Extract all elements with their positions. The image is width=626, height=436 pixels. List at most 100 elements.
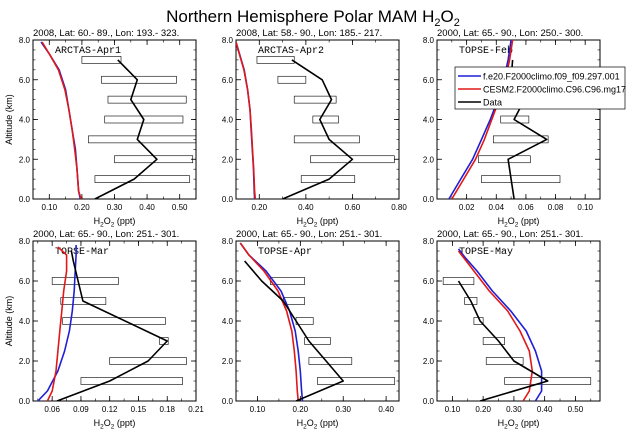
range-box bbox=[60, 297, 107, 305]
panel-label: TOPSE-Feb bbox=[459, 45, 513, 57]
panel-label: TOPSE-Apr bbox=[258, 247, 312, 258]
y-tick-label: 2.0 bbox=[423, 357, 435, 366]
plot-frame bbox=[32, 39, 197, 200]
panel-label: ARCTAS-Apr1 bbox=[55, 46, 121, 57]
x-tick-label: 0.10 bbox=[42, 203, 58, 212]
y-tick-label: 4.0 bbox=[423, 317, 435, 326]
y-tick-label: 4.0 bbox=[222, 116, 234, 125]
legend-entry-label: Data bbox=[483, 98, 502, 108]
y-tick-label: 8.0 bbox=[423, 237, 435, 246]
x-tick-label: 0.18 bbox=[159, 405, 175, 414]
series-line-1 bbox=[457, 248, 543, 401]
figure-title-sub2: 2 bbox=[454, 17, 460, 29]
x-axis-label: H2O2 (ppt) bbox=[94, 418, 136, 431]
range-box bbox=[94, 175, 190, 183]
panel-label: TOPSE-Mar bbox=[55, 247, 109, 258]
x-tick-label: 0.30 bbox=[506, 405, 522, 414]
range-box bbox=[464, 297, 478, 305]
y-tick-label: 8.0 bbox=[19, 36, 31, 45]
plot-frame bbox=[32, 240, 197, 402]
x-tick-label: 0.30 bbox=[335, 405, 351, 414]
x-tick-label: 0.20 bbox=[475, 405, 491, 414]
x-tick-label: 0.50 bbox=[172, 203, 188, 212]
series-line-3 bbox=[56, 250, 168, 401]
x-tick-label: 0.15 bbox=[131, 405, 147, 414]
y-tick-label: 0.0 bbox=[222, 397, 234, 406]
y-tick-label: 8.0 bbox=[222, 36, 234, 45]
x-tick-label: 0.04 bbox=[488, 203, 504, 212]
range-box bbox=[293, 95, 337, 104]
panel-1: 2008, Lat: 60.- 89., Lon: 193.- 323. 0.0 2… bbox=[4, 28, 197, 229]
y-tick-label: 6.0 bbox=[423, 76, 435, 85]
x-tick-label: 0.10 bbox=[445, 405, 461, 414]
range-box bbox=[88, 135, 196, 144]
series-line-2 bbox=[41, 41, 82, 199]
range-box bbox=[107, 95, 187, 104]
y-tick-label: 6.0 bbox=[222, 277, 234, 286]
y-tick-label: 2.0 bbox=[19, 155, 31, 164]
y-tick-label: 6.0 bbox=[19, 277, 31, 286]
y-tick-label: 2.0 bbox=[222, 155, 234, 164]
y-tick-label: 0.0 bbox=[423, 397, 435, 406]
x-tick-label: 0.10 bbox=[250, 405, 266, 414]
series-line-3 bbox=[243, 260, 345, 401]
x-tick-label: 0.08 bbox=[548, 203, 564, 212]
range-box bbox=[109, 357, 187, 365]
range-box bbox=[485, 357, 524, 365]
series-line-3 bbox=[282, 59, 354, 199]
range-box bbox=[308, 357, 353, 365]
panel-4: 2000, Lat: 65.- 90., Lon: 251.- 301. 0.0 2… bbox=[4, 229, 204, 431]
x-axis-label: H2O2 (ppt) bbox=[94, 216, 136, 229]
range-box bbox=[478, 155, 531, 164]
range-box bbox=[493, 135, 549, 144]
plot-area bbox=[40, 41, 196, 199]
y-tick-label: 0.0 bbox=[19, 397, 31, 406]
x-tick-label: 0.12 bbox=[102, 405, 118, 414]
x-axis-label: H2O2 (ppt) bbox=[498, 216, 540, 229]
panel-3: 2000, Lat: 65.- 90., Lon: 250.- 300.0.02… bbox=[423, 28, 601, 229]
y-tick-label: 0.0 bbox=[423, 195, 435, 204]
y-tick-label: 8.0 bbox=[423, 36, 435, 45]
plot-area bbox=[448, 40, 586, 199]
y-tick-label: 4.0 bbox=[19, 116, 31, 125]
panel-6: 2000, Lat: 65.- 90., Lon: 251.- 301. 0.0 2… bbox=[423, 229, 601, 431]
series-line-1 bbox=[448, 40, 512, 199]
y-tick-label: 2.0 bbox=[19, 357, 31, 366]
figure-title-sub: 2 bbox=[434, 17, 440, 29]
x-tick-label: 0.10 bbox=[577, 203, 593, 212]
x-tick-label: 0.40 bbox=[378, 405, 394, 414]
series-line-3 bbox=[457, 280, 549, 401]
panel-header: 2000, Lat: 65.- 90., Lon: 251.- 301. bbox=[33, 229, 179, 240]
legend: f.e20.F2000climo.f09_f09.297.001 CESM2.F2… bbox=[454, 66, 626, 110]
y-tick-label: 0.0 bbox=[222, 195, 234, 204]
series-line-2 bbox=[451, 40, 514, 199]
series-line-2 bbox=[457, 250, 534, 401]
x-tick-label: 0.02 bbox=[459, 203, 475, 212]
series-line-2 bbox=[46, 246, 68, 401]
range-box bbox=[442, 277, 475, 285]
y-tick-label: 4.0 bbox=[222, 317, 234, 326]
x-tick-label: 0.40 bbox=[139, 203, 155, 212]
x-axis-label: H2O2 (ppt) bbox=[297, 216, 339, 229]
range-box bbox=[500, 115, 530, 124]
figure-title: Northern Hemisphere Polar MAM H2O2 bbox=[166, 7, 460, 29]
x-tick-label: 0.50 bbox=[568, 405, 584, 414]
range-box bbox=[295, 317, 314, 325]
x-tick-label: 0.80 bbox=[391, 203, 407, 212]
x-tick-label: 0.20 bbox=[74, 203, 90, 212]
x-tick-label: 0.60 bbox=[345, 203, 361, 212]
panel-2: 2008, Lat: 58.- 90., Lon: 185.- 217. 0.0 2… bbox=[222, 28, 407, 229]
x-tick-label: 0.09 bbox=[73, 405, 89, 414]
x-tick-label: 0.40 bbox=[298, 203, 314, 212]
y-tick-label: 2.0 bbox=[423, 155, 435, 164]
plot-area bbox=[236, 41, 395, 199]
y-tick-label: 8.0 bbox=[222, 237, 234, 246]
panel-header: 2008, Lat: 60.- 89., Lon: 193.- 323. bbox=[33, 28, 179, 39]
range-box bbox=[304, 337, 331, 345]
range-box bbox=[101, 75, 177, 84]
panel-header: 2000, Lat: 65.- 90., Lon: 251.- 301. bbox=[437, 229, 583, 240]
figure-title-tail: O bbox=[441, 7, 454, 26]
series-line-2 bbox=[236, 41, 257, 199]
range-box bbox=[504, 377, 592, 385]
